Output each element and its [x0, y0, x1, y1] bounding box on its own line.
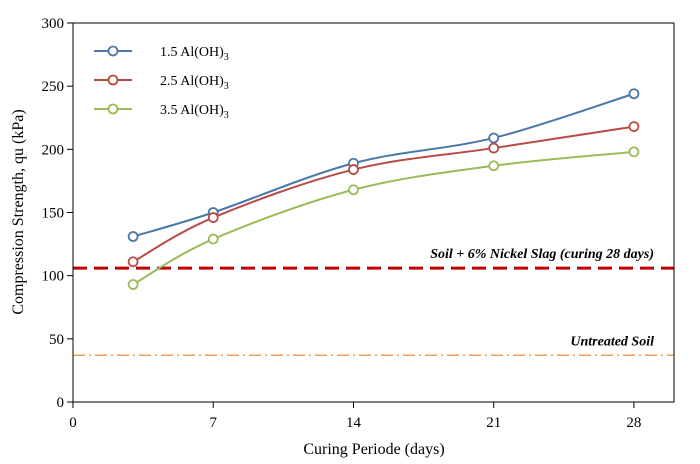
series-layer	[127, 88, 640, 290]
reference-line-label: Soil + 6% Nickel Slag (curing 28 days)	[430, 247, 654, 262]
y-tick-label: 250	[42, 79, 65, 95]
y-tick-label: 100	[42, 269, 65, 285]
data-point	[628, 88, 640, 100]
series-2	[127, 121, 640, 268]
data-point	[488, 142, 500, 154]
data-point	[207, 233, 219, 245]
x-axis-title: Curing Periode (days)	[303, 441, 444, 458]
ticks: 0 50 100 150 200 250 300 0 7 14 21 28	[42, 16, 642, 431]
data-point	[127, 256, 139, 268]
x-tick-label: 0	[69, 415, 77, 431]
y-tick-label: 150	[42, 206, 65, 222]
legend-label: 2.5 Al(OH)3	[160, 74, 229, 92]
legend-marker	[107, 74, 119, 86]
legend-item: 1.5 Al(OH)3	[94, 45, 229, 63]
data-point	[628, 121, 640, 132]
x-tick-label: 7	[209, 415, 217, 431]
y-axis-title: Compression Strength, qu (kPa)	[10, 109, 27, 314]
data-point	[207, 212, 219, 223]
data-point	[488, 132, 500, 144]
reference-lines: Soil + 6% Nickel Slag (curing 28 days) Un…	[73, 247, 674, 357]
y-tick-label: 50	[49, 332, 64, 348]
legend-label-subscript: 3	[224, 52, 229, 63]
data-point	[628, 146, 640, 158]
data-point	[348, 164, 359, 175]
legend-item: 3.5 Al(OH)3	[94, 103, 229, 121]
legend-item: 2.5 Al(OH)3	[94, 74, 229, 92]
legend-label-main: 3.5 Al(OH)	[160, 103, 224, 118]
legend-label: 3.5 Al(OH)3	[160, 103, 229, 121]
y-tick-label: 0	[57, 395, 65, 411]
legend-label-subscript: 3	[224, 81, 229, 92]
x-tick-label: 21	[486, 415, 501, 431]
legend-label-main: 1.5 Al(OH)	[160, 45, 224, 60]
y-tick-label: 300	[42, 16, 65, 32]
data-point	[127, 279, 139, 290]
data-point	[348, 184, 359, 196]
legend-label: 1.5 Al(OH)3	[160, 45, 229, 63]
legend-marker	[107, 103, 119, 115]
legend-marker	[107, 45, 119, 57]
series-3	[127, 146, 640, 290]
legend: 1.5 Al(OH)32.5 Al(OH)33.5 Al(OH)3	[94, 45, 229, 121]
x-tick-label: 28	[626, 415, 641, 431]
x-tick-label: 14	[346, 415, 362, 431]
reference-line-label: Untreated Soil	[570, 334, 654, 349]
legend-label-main: 2.5 Al(OH)	[160, 74, 224, 89]
data-point	[127, 231, 139, 242]
legend-label-subscript: 3	[224, 110, 229, 121]
y-tick-label: 200	[42, 142, 65, 158]
data-point	[488, 160, 500, 172]
